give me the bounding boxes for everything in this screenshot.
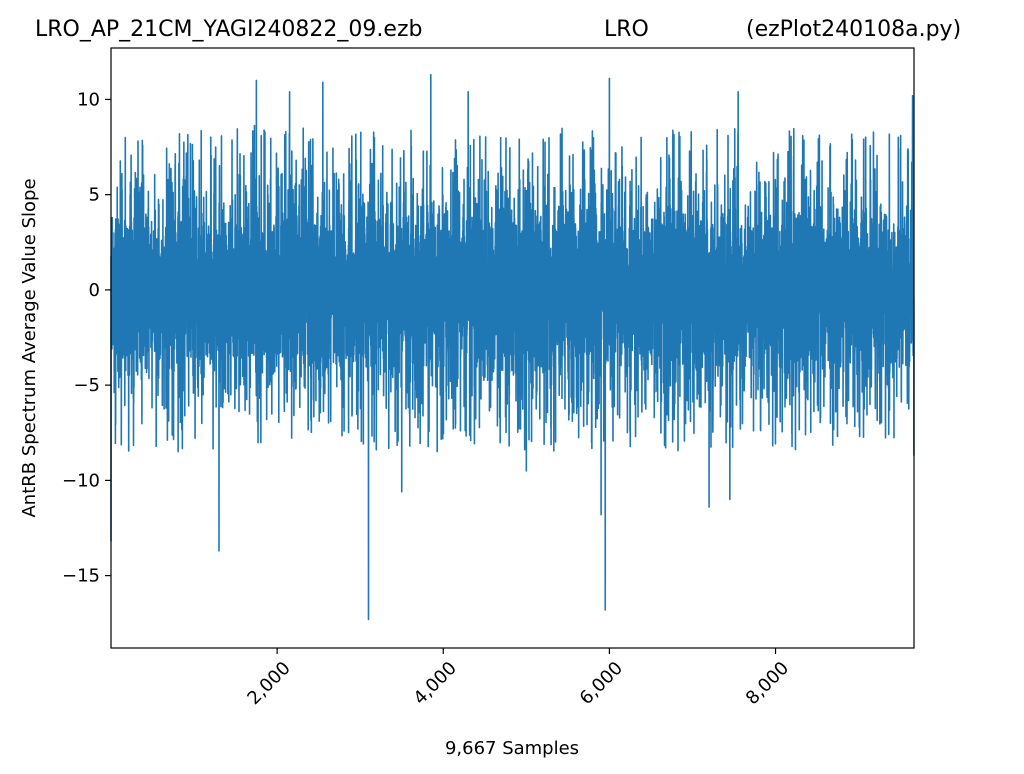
y-tick-label: 0 — [89, 280, 100, 301]
y-tick-label: −10 — [62, 470, 100, 491]
x-tick-label: 2,000 — [243, 658, 294, 709]
series-line — [110, 73, 915, 621]
x-tick-label: 6,000 — [576, 658, 627, 709]
y-axis: 10 5 0 −5 −10 −15 — [62, 89, 111, 587]
y-tick-label: −5 — [73, 375, 100, 396]
x-axis-label: 9,667 Samples — [445, 738, 579, 759]
plot-frame — [110, 47, 915, 649]
title-filename: LRO_AP_21CM_YAGI240822_09.ezb — [35, 17, 422, 42]
x-tick-label: 8,000 — [742, 658, 793, 709]
series-layer — [110, 73, 915, 621]
y-tick-label: 10 — [77, 89, 100, 110]
y-tick-label: −15 — [62, 566, 100, 587]
x-tick-label: 4,000 — [410, 658, 461, 709]
chart-title: LRO_AP_21CM_YAGI240822_09.ezb LRO (ezPlo… — [35, 17, 961, 42]
title-station: LRO — [604, 17, 649, 42]
plot-area — [110, 47, 915, 649]
y-axis-label: AntRB Spectrum Average Value Slope — [19, 178, 40, 517]
x-axis: 2,000 4,000 6,000 8,000 — [243, 648, 793, 709]
y-tick-label: 5 — [89, 185, 100, 206]
title-script: (ezPlot240108a.py) — [746, 17, 961, 42]
